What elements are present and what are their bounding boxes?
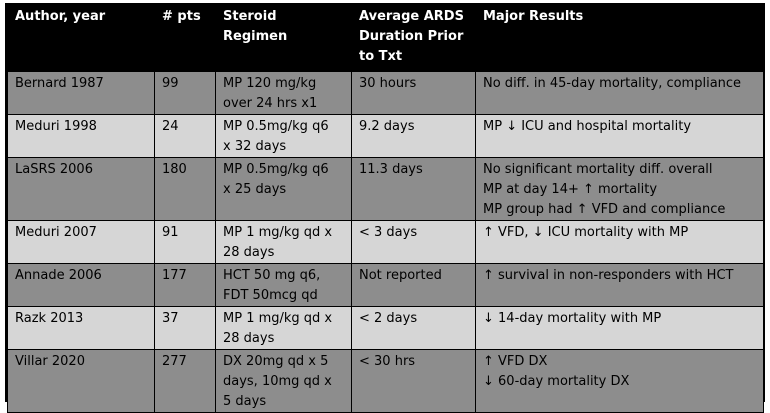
cell-duration: < 3 days <box>351 220 476 264</box>
regimen-line: 28 days <box>223 331 275 346</box>
cell-pts: 91 <box>154 220 216 264</box>
cell-regimen: MP 120 mg/kg over 24 hrs x1 <box>215 71 352 115</box>
cell-results: ↑ survival in non-responders with HCT <box>475 263 764 307</box>
result-line: ↓ 14-day mortality with MP <box>483 311 662 326</box>
cell-regimen: MP 1 mg/kg qd x 28 days <box>215 306 352 350</box>
result-line: MP ↓ ICU and hospital mortality <box>483 119 692 134</box>
result-line: ↓ 60-day mortality DX <box>483 374 630 389</box>
cell-author: Meduri 2007 <box>7 220 155 264</box>
regimen-line: x 32 days <box>223 139 287 154</box>
result-line: MP at day 14+ ↑ mortality <box>483 182 658 197</box>
table-row: Meduri 1998 24 MP 0.5mg/kg q6 x 32 days … <box>7 114 764 158</box>
cell-author: Annade 2006 <box>7 263 155 307</box>
cell-results: ↑ VFD, ↓ ICU mortality with MP <box>475 220 764 264</box>
cell-pts: 37 <box>154 306 216 350</box>
cell-pts: 277 <box>154 349 216 413</box>
regimen-line: MP 120 mg/kg <box>223 76 317 91</box>
cell-author: Meduri 1998 <box>7 114 155 158</box>
regimen-line: MP 1 mg/kg qd x <box>223 225 333 240</box>
result-line: MP group had ↑ VFD and compliance <box>483 202 726 217</box>
result-line: ↑ VFD DX <box>483 354 548 369</box>
table-row: Villar 2020 277 DX 20mg qd x 5 days, 10m… <box>7 349 764 413</box>
header-author-year: Author, year <box>7 5 155 72</box>
cell-pts: 99 <box>154 71 216 115</box>
header-ards-duration: Average ARDS Duration Prior to Txt <box>351 5 476 72</box>
table-row: Razk 2013 37 MP 1 mg/kg qd x 28 days < 2… <box>7 306 764 350</box>
header-steroid-regimen: Steroid Regimen <box>215 5 352 72</box>
cell-results: No diff. in 45-day mortality, compliance <box>475 71 764 115</box>
cell-results: ↑ VFD DX ↓ 60-day mortality DX <box>475 349 764 413</box>
header-major-results: Major Results <box>475 5 764 72</box>
header-pts: # pts <box>154 5 216 72</box>
cell-duration: Not reported <box>351 263 476 307</box>
cell-duration: < 30 hrs <box>351 349 476 413</box>
regimen-line: HCT 50 mg q6, <box>223 268 321 283</box>
cell-pts: 24 <box>154 114 216 158</box>
steroid-trials-table: Author, year # pts Steroid Regimen Avera… <box>7 5 764 413</box>
cell-author: LaSRS 2006 <box>7 157 155 221</box>
cell-results: MP ↓ ICU and hospital mortality <box>475 114 764 158</box>
cell-duration: 30 hours <box>351 71 476 115</box>
regimen-line: MP 0.5mg/kg q6 <box>223 162 329 177</box>
regimen-line: FDT 50mcg qd <box>223 288 318 303</box>
table-row: LaSRS 2006 180 MP 0.5mg/kg q6 x 25 days … <box>7 157 764 221</box>
cell-regimen: DX 20mg qd x 5 days, 10mg qd x 5 days <box>215 349 352 413</box>
cell-duration: 11.3 days <box>351 157 476 221</box>
cell-author: Bernard 1987 <box>7 71 155 115</box>
cell-author: Razk 2013 <box>7 306 155 350</box>
cell-pts: 177 <box>154 263 216 307</box>
result-line: No diff. in 45-day mortality, compliance <box>483 76 742 91</box>
cell-duration: < 2 days <box>351 306 476 350</box>
regimen-line: MP 0.5mg/kg q6 <box>223 119 329 134</box>
result-line: ↑ survival in non-responders with HCT <box>483 268 734 283</box>
regimen-line: x 25 days <box>223 182 287 197</box>
table-row: Bernard 1987 99 MP 120 mg/kg over 24 hrs… <box>7 71 764 115</box>
cell-author: Villar 2020 <box>7 349 155 413</box>
table-frame: Author, year # pts Steroid Regimen Avera… <box>5 3 765 413</box>
table-row: Meduri 2007 91 MP 1 mg/kg qd x 28 days <… <box>7 220 764 264</box>
cell-results: ↓ 14-day mortality with MP <box>475 306 764 350</box>
regimen-line: DX 20mg qd x 5 <box>223 354 329 369</box>
regimen-line: days, 10mg qd x <box>223 374 332 389</box>
regimen-line: 28 days <box>223 245 275 260</box>
regimen-line: MP 1 mg/kg qd x <box>223 311 333 326</box>
regimen-line: 5 days <box>223 394 267 409</box>
result-line: No significant mortality diff. overall <box>483 162 713 177</box>
cell-duration: 9.2 days <box>351 114 476 158</box>
header-row: Author, year # pts Steroid Regimen Avera… <box>7 5 764 72</box>
regimen-line: over 24 hrs x1 <box>223 96 318 111</box>
cell-regimen: MP 1 mg/kg qd x 28 days <box>215 220 352 264</box>
cell-results: No significant mortality diff. overall M… <box>475 157 764 221</box>
cell-regimen: MP 0.5mg/kg q6 x 32 days <box>215 114 352 158</box>
table-row: Annade 2006 177 HCT 50 mg q6, FDT 50mcg … <box>7 263 764 307</box>
cell-regimen: MP 0.5mg/kg q6 x 25 days <box>215 157 352 221</box>
cell-pts: 180 <box>154 157 216 221</box>
cell-regimen: HCT 50 mg q6, FDT 50mcg qd <box>215 263 352 307</box>
result-line: ↑ VFD, ↓ ICU mortality with MP <box>483 225 689 240</box>
